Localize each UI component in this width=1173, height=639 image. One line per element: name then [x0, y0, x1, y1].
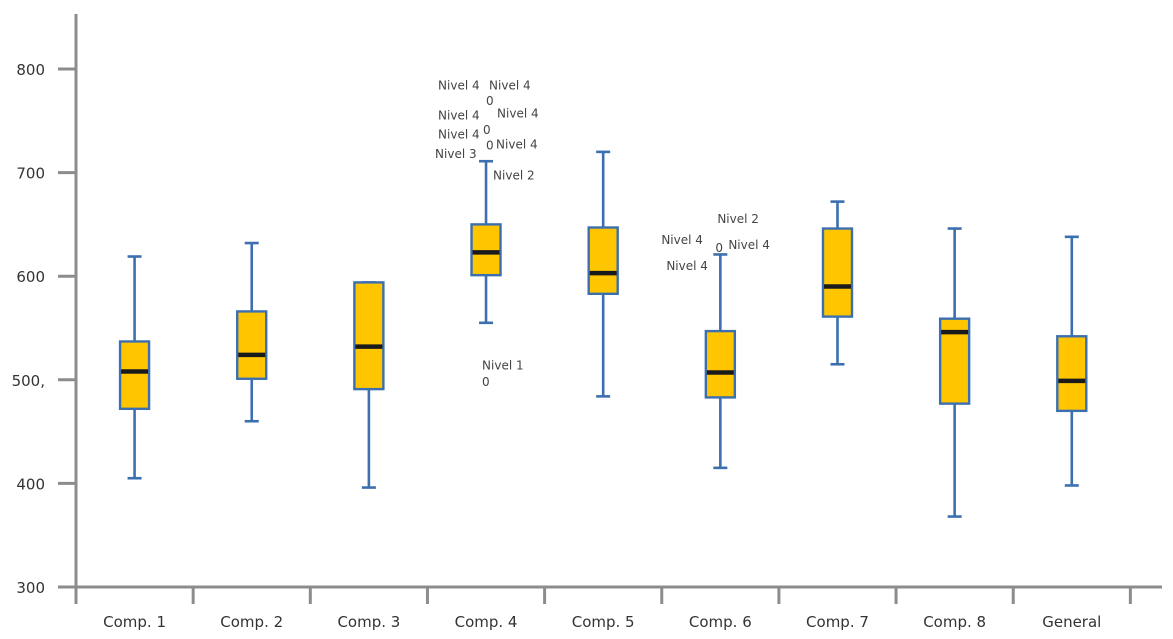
box-7 [821, 200, 854, 366]
box-iqr [587, 226, 619, 296]
outlier-annotation: 0 [715, 241, 723, 255]
box-iqr [353, 281, 385, 391]
x-category-label: Comp. 4 [455, 613, 518, 631]
outlier-annotation: Nivel 2 [493, 169, 535, 183]
box-iqr [704, 329, 737, 399]
x-axis-categories: Comp. 1 Comp. 2 Comp. 3 Comp. 4 Comp. 5 Comp.… [74, 587, 1132, 631]
x-category-label: Comp. 7 [806, 613, 869, 631]
y-tick-label: 500, [12, 372, 45, 390]
box-iqr [118, 340, 151, 411]
x-category-label: Comp. 6 [689, 613, 752, 631]
outlier-annotation: 0 [482, 375, 490, 389]
x-category-label: Comp. 1 [103, 613, 166, 631]
y-tick-label: 600 [16, 268, 45, 286]
outlier-annotation: 0 [486, 139, 494, 153]
axes [74, 14, 1162, 589]
x-category-label: Comp. 3 [337, 613, 400, 631]
outlier-annotation: Nivel 4 [438, 109, 480, 123]
outlier-annotation: Nivel 4 [496, 138, 538, 152]
x-category-label: Comp. 2 [220, 613, 283, 631]
box-iqr [1056, 335, 1088, 413]
outlier-annotation: 0 [486, 94, 494, 108]
box-9 [1056, 235, 1088, 487]
box-iqr [821, 227, 854, 318]
x-category-label: Comp. 8 [923, 613, 986, 631]
box-iqr [236, 310, 268, 380]
box-8 [938, 227, 971, 518]
y-tick-label: 300 [16, 579, 45, 597]
box-iqr [470, 223, 502, 277]
outlier-annotation: Nivel 2 [717, 212, 759, 226]
outlier-annotation: Nivel 4 [666, 259, 708, 273]
y-tick-label: 700 [16, 165, 45, 183]
outlier-annotation: Nivel 1 [482, 358, 524, 372]
outlier-annotation: Nivel 4 [438, 127, 480, 141]
outlier-annotation: Nivel 4 [497, 107, 539, 121]
y-tick-label: 400 [16, 475, 45, 493]
box-6 [704, 253, 737, 470]
y-tick-label: 800 [16, 61, 45, 79]
box-4 [470, 159, 502, 325]
x-category-label: Comp. 5 [572, 613, 635, 631]
box-3 [353, 281, 385, 489]
x-category-label: General [1042, 613, 1101, 631]
outlier-annotation: Nivel 4 [438, 79, 480, 93]
outlier-annotation: Nivel 3 [435, 147, 477, 161]
box-5 [587, 150, 619, 398]
box-2 [236, 241, 268, 423]
outlier-annotation: Nivel 4 [489, 79, 531, 93]
box-1 [118, 255, 151, 480]
outlier-annotation: Nivel 4 [661, 233, 703, 247]
box-series [118, 150, 1088, 518]
outlier-annotation: Nivel 4 [728, 238, 770, 252]
y-axis-ticks: 300 400 500, 600 700 800 [12, 61, 76, 597]
outlier-annotation: 0 [483, 123, 491, 137]
